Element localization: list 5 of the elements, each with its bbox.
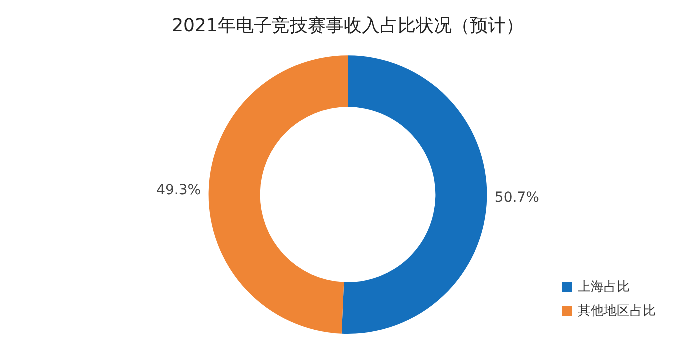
data-label: 50.7% [494,190,540,206]
legend-label: 其他地区占比 [578,303,656,320]
data-label: 49.3% [156,182,202,199]
legend-label: 上海占比 [578,279,630,296]
chart-title: 2021年电子竞技赛事收入占比状况（预计） [172,15,524,36]
